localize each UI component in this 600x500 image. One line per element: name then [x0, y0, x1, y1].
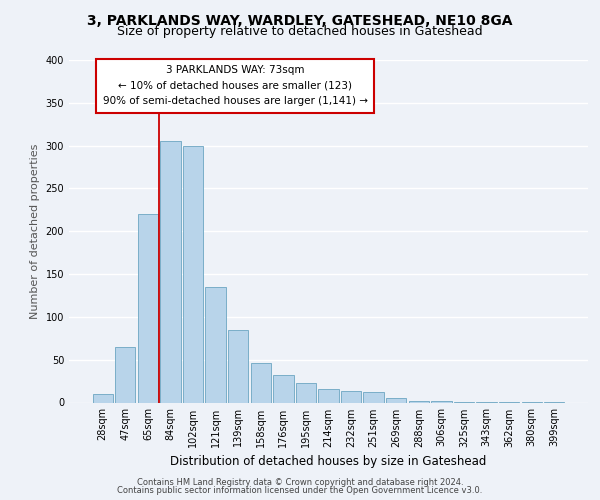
Text: Size of property relative to detached houses in Gateshead: Size of property relative to detached ho…: [117, 25, 483, 38]
Bar: [251, 363, 271, 403]
Bar: [409, 401, 429, 402]
Bar: [296, 383, 316, 402]
Text: Contains public sector information licensed under the Open Government Licence v3: Contains public sector information licen…: [118, 486, 482, 495]
Bar: [115, 347, 136, 403]
X-axis label: Distribution of detached houses by size in Gateshead: Distribution of detached houses by size …: [170, 455, 487, 468]
Y-axis label: Number of detached properties: Number of detached properties: [30, 144, 40, 319]
Bar: [341, 390, 361, 402]
Bar: [205, 287, 226, 403]
Text: 3, PARKLANDS WAY, WARDLEY, GATESHEAD, NE10 8GA: 3, PARKLANDS WAY, WARDLEY, GATESHEAD, NE…: [87, 14, 513, 28]
Bar: [364, 392, 384, 402]
Bar: [386, 398, 406, 402]
Bar: [273, 375, 293, 402]
Bar: [319, 389, 338, 402]
Bar: [138, 214, 158, 402]
Bar: [183, 146, 203, 402]
Bar: [431, 401, 452, 402]
Text: Contains HM Land Registry data © Crown copyright and database right 2024.: Contains HM Land Registry data © Crown c…: [137, 478, 463, 487]
Bar: [160, 142, 181, 402]
Bar: [228, 330, 248, 402]
Bar: [92, 394, 113, 402]
Text: 3 PARKLANDS WAY: 73sqm
← 10% of detached houses are smaller (123)
90% of semi-de: 3 PARKLANDS WAY: 73sqm ← 10% of detached…: [103, 65, 368, 106]
